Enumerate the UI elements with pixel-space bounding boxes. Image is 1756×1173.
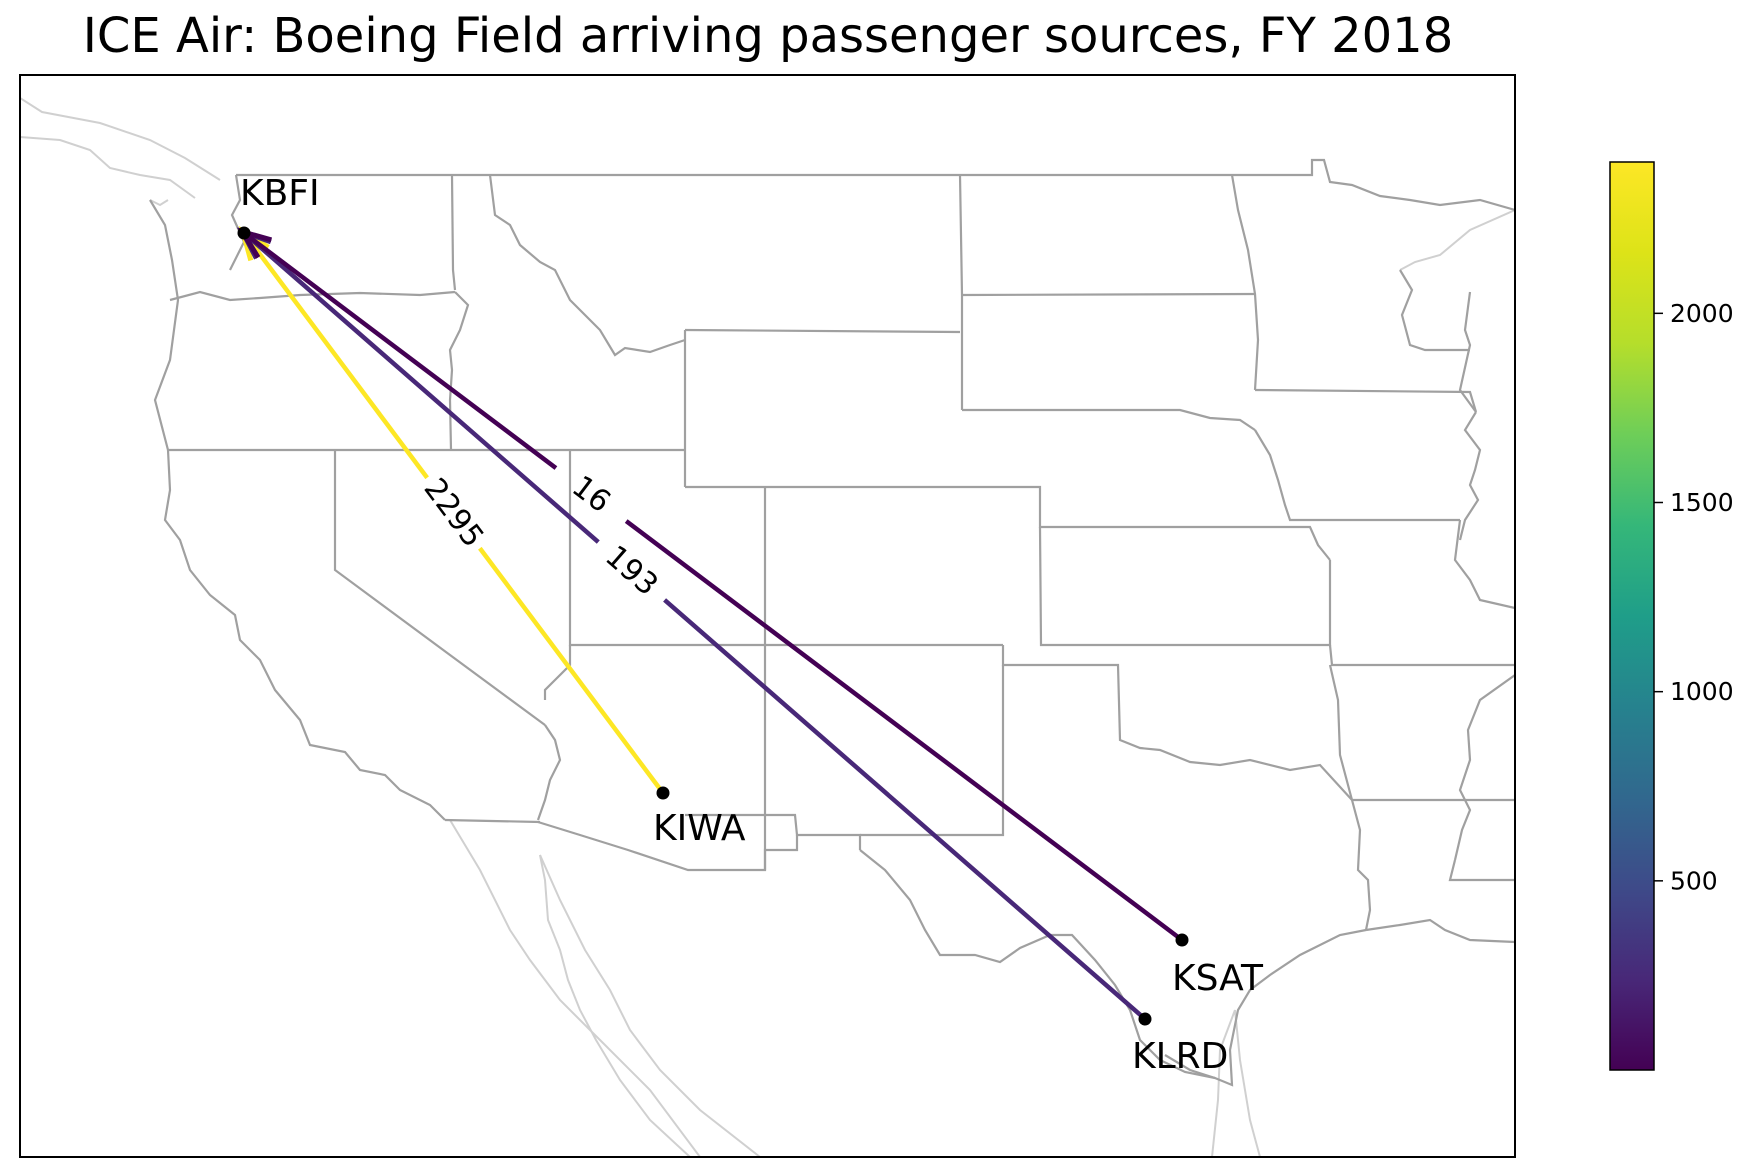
- route-line-segment: [624, 519, 1184, 942]
- airport-marker-klrd: [1138, 1012, 1152, 1026]
- colorbar-tick-label: 1000: [1670, 677, 1734, 706]
- coastlines: [20, 97, 1515, 1157]
- airport-label-ksat: KSAT: [1172, 958, 1264, 999]
- airport-label-klrd: KLRD: [1132, 1036, 1228, 1077]
- route-passenger-count: 16: [565, 469, 617, 520]
- colorbar-ticks: 500 1000 1500 2000: [1654, 299, 1734, 895]
- map-title: ICE Air: Boeing Field arriving passenger…: [82, 8, 1454, 64]
- colorbar-tick-label: 500: [1670, 866, 1718, 895]
- airport-label-kbfi: KBFI: [240, 173, 320, 214]
- map-frame: [19, 74, 1516, 1158]
- route-line-segment: [247, 235, 600, 544]
- route-line-segment: [247, 234, 558, 470]
- route-klrd-to-kbfi: 193: [237, 227, 1147, 1021]
- route-passenger-count: 2295: [417, 472, 491, 554]
- airport-label-kiwa: KIWA: [653, 808, 746, 849]
- airport-marker-ksat: [1175, 933, 1189, 947]
- airport-marker-kiwa: [656, 786, 670, 800]
- colorbar-tick-label: 2000: [1670, 299, 1734, 328]
- route-passenger-count: 193: [598, 539, 664, 603]
- colorbar: 500 1000 1500 2000: [1609, 161, 1734, 1071]
- route-line-segment: [478, 546, 665, 795]
- airport-marker-kbfi: [237, 226, 251, 240]
- state-borders: [149, 158, 1515, 1087]
- colorbar-gradient: [1609, 161, 1655, 1071]
- colorbar-tick-label: 1500: [1670, 488, 1734, 517]
- route-line-segment: [663, 598, 1147, 1021]
- airport-markers: KBFI KIWA KSAT KLRD: [237, 173, 1264, 1077]
- route-line-segment: [245, 236, 429, 480]
